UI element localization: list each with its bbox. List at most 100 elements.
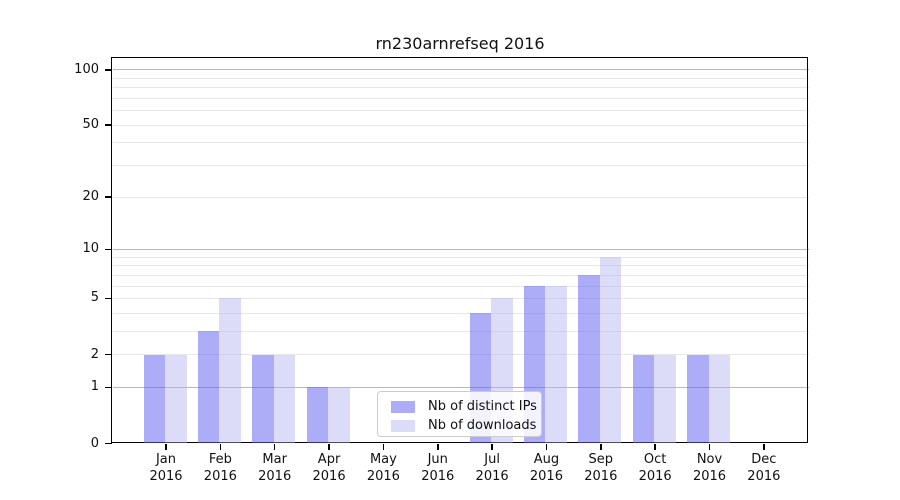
bar-nb-of-distinct-ips-nov	[687, 354, 709, 444]
gridline-minor	[112, 124, 809, 126]
gridline-minor	[112, 354, 809, 356]
y-tick	[104, 442, 112, 445]
gridline-minor	[112, 312, 809, 314]
chart-title: rn230arnrefseq 2016	[375, 34, 545, 53]
y-tick	[104, 297, 112, 300]
gridline-minor	[112, 87, 809, 89]
x-tick-year: 2016	[258, 468, 292, 484]
bar-nb-of-downloads-oct	[654, 354, 676, 444]
y-tick-label: 0	[90, 435, 99, 451]
x-tick-label: Jun 2016	[406, 452, 470, 485]
x-tick-year: 2016	[584, 468, 618, 484]
x-tick-label: May 2016	[351, 452, 415, 485]
x-tick-year: 2016	[366, 468, 400, 484]
y-tick	[104, 69, 112, 71]
x-tick	[219, 443, 222, 450]
x-tick-label: Oct 2016	[623, 452, 687, 485]
bar-nb-of-distinct-ips-apr	[306, 387, 329, 444]
x-tick	[328, 443, 330, 450]
x-tick-year: 2016	[475, 468, 509, 484]
x-tick-month: Aug	[533, 452, 560, 467]
bar-nb-of-downloads-jan	[165, 354, 187, 444]
x-tick-label: Mar 2016	[243, 452, 307, 485]
gridline-minor	[112, 274, 809, 276]
gridline-minor	[112, 330, 809, 332]
x-tick-year: 2016	[421, 468, 455, 484]
x-tick-month: Apr	[317, 452, 341, 467]
x-tick-year: 2016	[312, 468, 346, 484]
bar-nb-of-distinct-ips-jan	[143, 354, 165, 444]
y-tick-label: 100	[74, 62, 99, 77]
x-tick-year: 2016	[747, 468, 781, 484]
x-tick	[654, 443, 656, 450]
y-tick-label: 2	[90, 346, 99, 362]
x-tick-month: Sep	[588, 452, 614, 467]
x-tick-label: Sep 2016	[569, 452, 633, 485]
x-tick-year: 2016	[692, 468, 727, 484]
x-tick-label: Aug 2016	[514, 452, 578, 485]
gridline-major	[112, 386, 809, 388]
x-tick	[436, 443, 439, 450]
x-tick-month: Oct	[643, 452, 667, 467]
gridline-minor	[112, 142, 809, 144]
x-tick-label: Jan 2016	[134, 452, 198, 485]
x-tick-label: Feb 2016	[188, 452, 252, 485]
bar-nb-of-downloads-apr	[328, 387, 350, 444]
y-tick-label: 50	[82, 117, 99, 133]
legend: Nb of distinct IPs Nb of downloads	[377, 391, 542, 437]
gridline-minor	[112, 297, 809, 299]
gridline-minor	[112, 256, 809, 258]
gridline-minor	[112, 265, 809, 267]
legend-label-distinct-ips: Nb of distinct IPs	[428, 399, 537, 414]
x-tick-month: Jan	[155, 452, 177, 467]
y-tick-label: 10	[82, 241, 99, 257]
x-tick-label: Nov 2016	[678, 452, 742, 485]
gridline-minor	[112, 196, 809, 198]
legend-label-downloads: Nb of downloads	[428, 418, 537, 433]
x-tick-month: Jul	[484, 452, 500, 467]
y-tick-label: 20	[82, 189, 99, 205]
x-tick-month: Nov	[696, 452, 723, 467]
bar-nb-of-distinct-ips-oct	[632, 354, 655, 444]
y-tick	[104, 386, 112, 389]
gridline-minor	[112, 110, 809, 112]
bar-nb-of-distinct-ips-sep	[578, 275, 600, 444]
y-tick	[104, 124, 112, 127]
x-tick-month: Dec	[751, 452, 777, 467]
x-tick-year: 2016	[203, 468, 237, 484]
y-tick	[104, 353, 112, 356]
legend-item-distinct-ips: Nb of distinct IPs	[391, 397, 541, 416]
bar-nb-of-downloads-sep	[599, 257, 622, 444]
gridline-minor	[112, 285, 809, 287]
y-tick-label: 5	[90, 290, 99, 306]
x-tick-month: Mar	[262, 452, 287, 467]
x-tick-month: Jun	[427, 452, 448, 467]
legend-item-downloads: Nb of downloads	[391, 416, 541, 435]
x-tick-year: 2016	[529, 468, 563, 484]
gridline-major	[112, 248, 809, 250]
x-tick-month: May	[369, 452, 397, 467]
x-tick	[491, 443, 493, 450]
gridline-minor	[112, 165, 809, 167]
legend-swatch-distinct-ips	[391, 400, 415, 413]
y-tick	[104, 196, 112, 198]
x-tick	[763, 443, 765, 450]
x-tick-label: Dec 2016	[732, 452, 796, 485]
x-tick-year: 2016	[638, 468, 672, 484]
y-tick-label: 1	[90, 379, 99, 395]
bar-nb-of-downloads-mar	[273, 354, 296, 444]
bar-nb-of-distinct-ips-mar	[252, 354, 274, 444]
x-tick-label: Jul 2016	[460, 452, 524, 485]
y-tick	[104, 248, 112, 251]
bar-nb-of-distinct-ips-feb	[197, 331, 220, 444]
gridline-major	[112, 69, 809, 71]
x-tick-year: 2016	[149, 468, 183, 484]
legend-swatch-downloads	[391, 419, 415, 432]
x-tick	[165, 443, 167, 450]
x-tick	[600, 443, 602, 450]
bar-nb-of-downloads-feb	[219, 298, 241, 444]
x-tick-label: Apr 2016	[297, 452, 361, 485]
x-tick	[382, 443, 385, 450]
bar-nb-of-downloads-aug	[545, 286, 567, 444]
